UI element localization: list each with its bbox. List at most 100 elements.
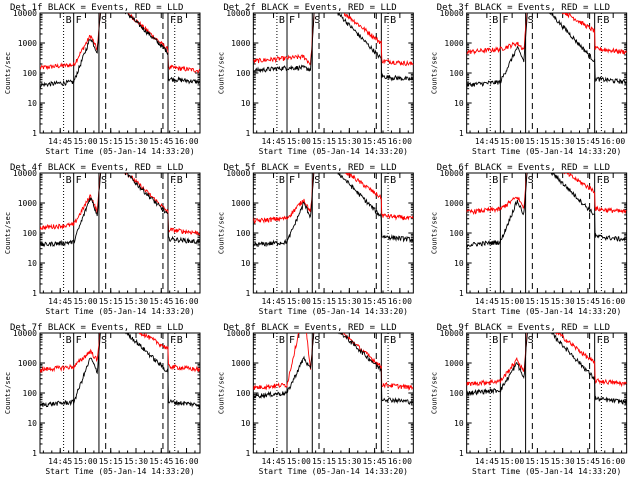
interval-marker-label: F: [76, 335, 82, 346]
y-axis-label: Counts/sec: [4, 52, 12, 94]
interval-marker-label: B: [279, 15, 285, 26]
interval-marker-label: F: [597, 175, 603, 186]
panel-title: Det 4f BLACK = Events, RED = LLD: [10, 163, 183, 173]
y-tick-label: 100: [236, 389, 251, 398]
panel-det-2: Det 2f BLACK = Events, RED = LLD 1 10 100 10…: [217, 3, 414, 156]
y-tick-label: 10000: [440, 9, 464, 18]
series-events: [253, 333, 414, 406]
y-tick-label: 10000: [13, 329, 37, 338]
x-tick-label: 15:45: [363, 457, 387, 466]
x-tick-label: 15:15: [525, 297, 549, 306]
panel-det-6: Det 6f BLACK = Events, RED = LLD 1 10 100 10…: [431, 163, 628, 316]
panel-title: Det 9f BLACK = Events, RED = LLD: [437, 323, 610, 333]
x-tick-label: 15:30: [551, 137, 575, 146]
interval-marker-label: B: [390, 335, 396, 346]
y-tick-label: 10000: [440, 169, 464, 178]
panel-title: Det 7f BLACK = Events, RED = LLD: [10, 323, 183, 333]
x-tick-label: 15:45: [576, 297, 600, 306]
x-tick-label: 16:00: [174, 457, 198, 466]
interval-marker-label: S: [101, 335, 107, 346]
x-tick-label: 15:00: [500, 457, 524, 466]
x-tick-label: 15:00: [73, 137, 97, 146]
y-tick-label: 1: [459, 449, 464, 458]
x-tick-label: 16:00: [388, 297, 412, 306]
x-tick-label: 15:15: [525, 457, 549, 466]
y-tick-label: 1000: [231, 199, 250, 208]
series-lld: [40, 333, 200, 374]
interval-marker-label: S: [314, 335, 320, 346]
y-tick-label: 1: [459, 129, 464, 138]
series-lld: [40, 13, 200, 74]
y-tick-label: 10000: [13, 9, 37, 18]
x-tick-label: 15:45: [149, 297, 173, 306]
interval-marker-label: F: [76, 175, 82, 186]
series-lld: [466, 13, 627, 55]
y-tick-label: 1000: [18, 359, 37, 368]
interval-marker-label: F: [502, 335, 508, 346]
x-axis-label: Start Time (05-Jan-14 14:33:20): [45, 467, 194, 476]
series-events: [253, 173, 414, 248]
series-events: [466, 13, 627, 88]
interval-marker-label: F: [289, 15, 295, 26]
series-lld: [253, 13, 414, 67]
interval-marker-label: F: [289, 175, 295, 186]
x-tick-label: 15:45: [149, 137, 173, 146]
interval-marker-label: F: [170, 175, 176, 186]
y-tick-label: 1000: [18, 199, 37, 208]
x-axis-label: Start Time (05-Jan-14 14:33:20): [472, 147, 621, 156]
x-tick-label: 15:00: [73, 457, 97, 466]
y-tick-label: 1: [32, 129, 37, 138]
y-tick-label: 10: [454, 99, 464, 108]
interval-marker-label: F: [170, 335, 176, 346]
interval-marker-label: F: [76, 15, 82, 26]
y-axis-label: Counts/sec: [217, 372, 225, 414]
x-tick-label: 16:00: [388, 137, 412, 146]
x-tick-label: 15:45: [576, 457, 600, 466]
panel-det-4: Det 4f BLACK = Events, RED = LLD 1 10 100 10…: [4, 163, 201, 316]
interval-marker-label: B: [66, 175, 72, 186]
x-tick-label: 14:45: [48, 137, 72, 146]
panel-title: Det 2f BLACK = Events, RED = LLD: [223, 3, 396, 13]
y-axis-label: Counts/sec: [4, 372, 12, 414]
panel-title: Det 8f BLACK = Events, RED = LLD: [223, 323, 396, 333]
interval-marker-label: S: [528, 15, 534, 26]
x-tick-label: 15:45: [149, 457, 173, 466]
panel-title: Det 3f BLACK = Events, RED = LLD: [437, 3, 610, 13]
x-tick-label: 15:00: [500, 137, 524, 146]
y-tick-label: 1: [246, 129, 251, 138]
y-tick-label: 1: [459, 289, 464, 298]
interval-marker-label: S: [314, 175, 320, 186]
y-axis-label: Counts/sec: [217, 212, 225, 254]
series-events: [40, 333, 200, 409]
x-tick-label: 15:30: [337, 137, 361, 146]
x-tick-label: 15:00: [73, 297, 97, 306]
y-axis-label: Counts/sec: [431, 212, 439, 254]
y-tick-label: 1000: [231, 39, 250, 48]
interval-marker-label: B: [492, 175, 498, 186]
x-tick-label: 15:15: [99, 297, 123, 306]
y-tick-label: 1: [246, 449, 251, 458]
y-tick-label: 10: [27, 99, 37, 108]
y-axis-label: Counts/sec: [431, 372, 439, 414]
y-axis-label: Counts/sec: [4, 212, 12, 254]
series-lld: [253, 173, 414, 225]
interval-marker-label: F: [383, 335, 389, 346]
x-tick-label: 15:00: [500, 297, 524, 306]
x-tick-label: 14:45: [261, 137, 285, 146]
interval-marker-label: B: [390, 15, 396, 26]
x-tick-label: 15:30: [124, 297, 148, 306]
x-tick-label: 15:30: [124, 457, 148, 466]
interval-marker-label: S: [314, 15, 320, 26]
y-axis-label: Counts/sec: [431, 52, 439, 94]
x-tick-label: 15:30: [337, 457, 361, 466]
series-events: [466, 333, 627, 405]
y-tick-label: 10: [241, 419, 251, 428]
x-tick-label: 16:00: [601, 297, 625, 306]
y-tick-label: 10000: [226, 9, 250, 18]
x-tick-label: 15:15: [312, 297, 336, 306]
interval-marker-label: S: [101, 175, 107, 186]
x-tick-label: 14:45: [475, 457, 499, 466]
y-tick-label: 10: [454, 259, 464, 268]
x-tick-label: 14:45: [475, 297, 499, 306]
